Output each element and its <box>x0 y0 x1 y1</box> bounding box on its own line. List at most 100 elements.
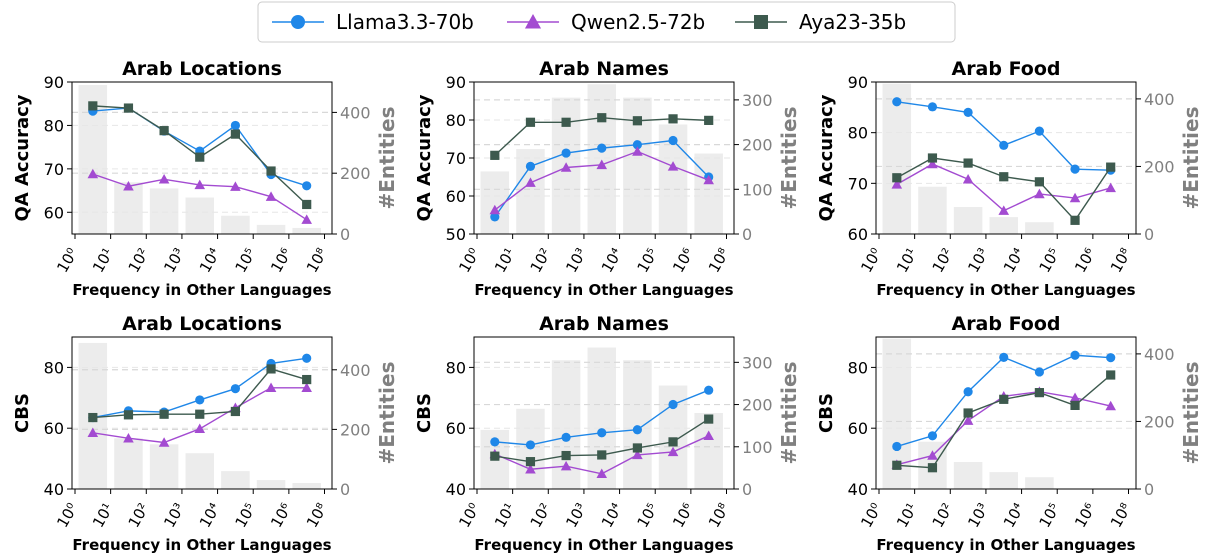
legend-label: Llama3.3-70b <box>336 10 474 34</box>
y-tick-label: 90 <box>446 73 466 92</box>
x-tick-label: 10⁶ <box>669 500 697 531</box>
entity-bar <box>185 197 215 234</box>
entity-bars <box>480 84 723 234</box>
y2-tick-label: 0 <box>742 225 752 244</box>
data-point <box>490 451 500 461</box>
left-axis-ticks: 60 70 80 90 <box>44 73 72 222</box>
y-tick-label: 40 <box>44 480 64 499</box>
x-tick-label: 10⁴ <box>598 500 626 531</box>
chart-panel: 40 60 80 0 200 400 10⁰ 10¹ 10² 10³ 10⁴ 10⁵ 10⁶ 10⁸ Ara… <box>816 313 1203 553</box>
data-point <box>927 158 938 169</box>
chart-panel: 60 70 80 90 0 200 400 10⁰ 10¹ 10² 10³ 10⁴ 10⁵ 10⁶ 10⁸ A… <box>816 58 1203 299</box>
y2-axis-label: #Entities <box>375 107 399 210</box>
y2-tick-label: 200 <box>340 420 371 439</box>
y-tick-label: 60 <box>848 225 868 244</box>
x-tick-label: 10⁴ <box>598 245 626 276</box>
data-point <box>1069 192 1081 203</box>
x-tick-label: 10¹ <box>491 500 519 531</box>
grid-lines <box>72 111 332 213</box>
series-triangle <box>87 168 312 224</box>
data-point <box>195 152 205 162</box>
legend-label: Aya23-35b <box>799 10 906 34</box>
y2-tick-label: 300 <box>742 353 773 372</box>
entity-bar <box>953 206 983 234</box>
data-point <box>123 103 134 113</box>
y2-tick-label: 400 <box>1144 90 1175 109</box>
y2-tick-label: 200 <box>742 396 773 415</box>
data-point <box>667 446 679 457</box>
x-tick-label: 10² <box>125 245 153 276</box>
y2-tick-label: 200 <box>1144 412 1175 431</box>
x-tick-label: 10⁰ <box>53 500 81 531</box>
data-point <box>1034 126 1044 136</box>
x-tick-label: 10⁴ <box>196 245 224 276</box>
left-axis-ticks: 40 60 80 <box>848 358 876 499</box>
x-axis-label: Frequency in Other Languages <box>72 281 331 299</box>
series-triangle <box>891 158 1116 215</box>
x-tick-label: 10¹ <box>89 245 117 276</box>
data-point <box>266 166 276 176</box>
data-point <box>927 463 938 473</box>
x-tick-label: 10⁶ <box>267 245 295 276</box>
data-point <box>963 408 973 418</box>
axes-frame <box>875 336 1137 490</box>
data-point <box>525 463 536 474</box>
x-tick-label: 10³ <box>562 245 590 276</box>
y2-axis-label: #Entities <box>375 362 399 465</box>
series-circle <box>892 350 1116 452</box>
data-point <box>123 180 134 191</box>
y-tick-label: 60 <box>446 187 466 206</box>
y-tick-label: 70 <box>446 149 466 168</box>
data-point <box>597 450 607 460</box>
data-point <box>1105 400 1116 411</box>
x-tick-label: 10³ <box>160 500 188 531</box>
chart-title: Arab Food <box>951 58 1060 80</box>
y-tick-label: 70 <box>44 160 64 179</box>
x-axis-ticks: 10⁰ 10¹ 10² 10³ 10⁴ 10⁵ 10⁶ 10⁸ <box>455 234 733 276</box>
data-point <box>1105 182 1116 193</box>
right-axis-ticks: 0 100 200 300 <box>734 91 773 244</box>
x-tick-label: 10¹ <box>491 245 519 276</box>
data-point <box>561 148 571 158</box>
y2-tick-label: 0 <box>1144 225 1154 244</box>
y2-tick-label: 200 <box>742 136 773 155</box>
data-point <box>489 204 501 215</box>
data-point <box>927 153 938 163</box>
x-tick-label: 10⁰ <box>53 245 81 276</box>
x-tick-label: 10³ <box>562 500 590 531</box>
y-tick-label: 80 <box>848 124 868 143</box>
y-tick-label: 60 <box>848 419 868 438</box>
entity-bar <box>292 483 321 489</box>
chart-title: Arab Names <box>539 58 669 80</box>
left-axis-ticks: 50 60 70 80 90 <box>446 73 474 244</box>
data-point <box>490 437 500 447</box>
x-axis-ticks: 10⁰ 10¹ 10² 10³ 10⁴ 10⁵ 10⁶ 10⁸ <box>455 489 733 531</box>
data-point <box>525 440 536 450</box>
legend-marker-square <box>754 15 768 29</box>
x-tick-label: 10⁴ <box>196 500 224 531</box>
x-tick-label: 10⁴ <box>1000 500 1028 531</box>
data-point <box>265 191 277 201</box>
data-point <box>265 382 277 392</box>
x-axis-label: Frequency in Other Languages <box>876 281 1135 299</box>
x-axis-ticks: 10⁰ 10¹ 10² 10³ 10⁴ 10⁵ 10⁶ 10⁸ <box>53 234 331 276</box>
series-square <box>490 113 714 160</box>
data-point <box>668 437 678 447</box>
series-square <box>490 414 714 467</box>
data-point <box>230 406 240 417</box>
y2-tick-label: 300 <box>742 91 773 110</box>
y2-tick-label: 0 <box>742 480 752 499</box>
legend-entry: Qwen2.5-72b <box>507 10 705 34</box>
legend-entry: Aya23-35b <box>735 10 906 34</box>
y-tick-label: 90 <box>44 73 64 92</box>
entity-bars <box>882 338 1054 489</box>
data-point <box>1106 162 1116 172</box>
y-tick-label: 90 <box>848 73 868 92</box>
grid-lines <box>876 353 1136 429</box>
x-tick-label: 10⁵ <box>232 500 260 531</box>
axes-frame <box>71 336 333 490</box>
right-axis-ticks: 0 100 200 300 <box>734 353 773 499</box>
data-point <box>159 409 169 419</box>
data-point <box>632 116 642 126</box>
